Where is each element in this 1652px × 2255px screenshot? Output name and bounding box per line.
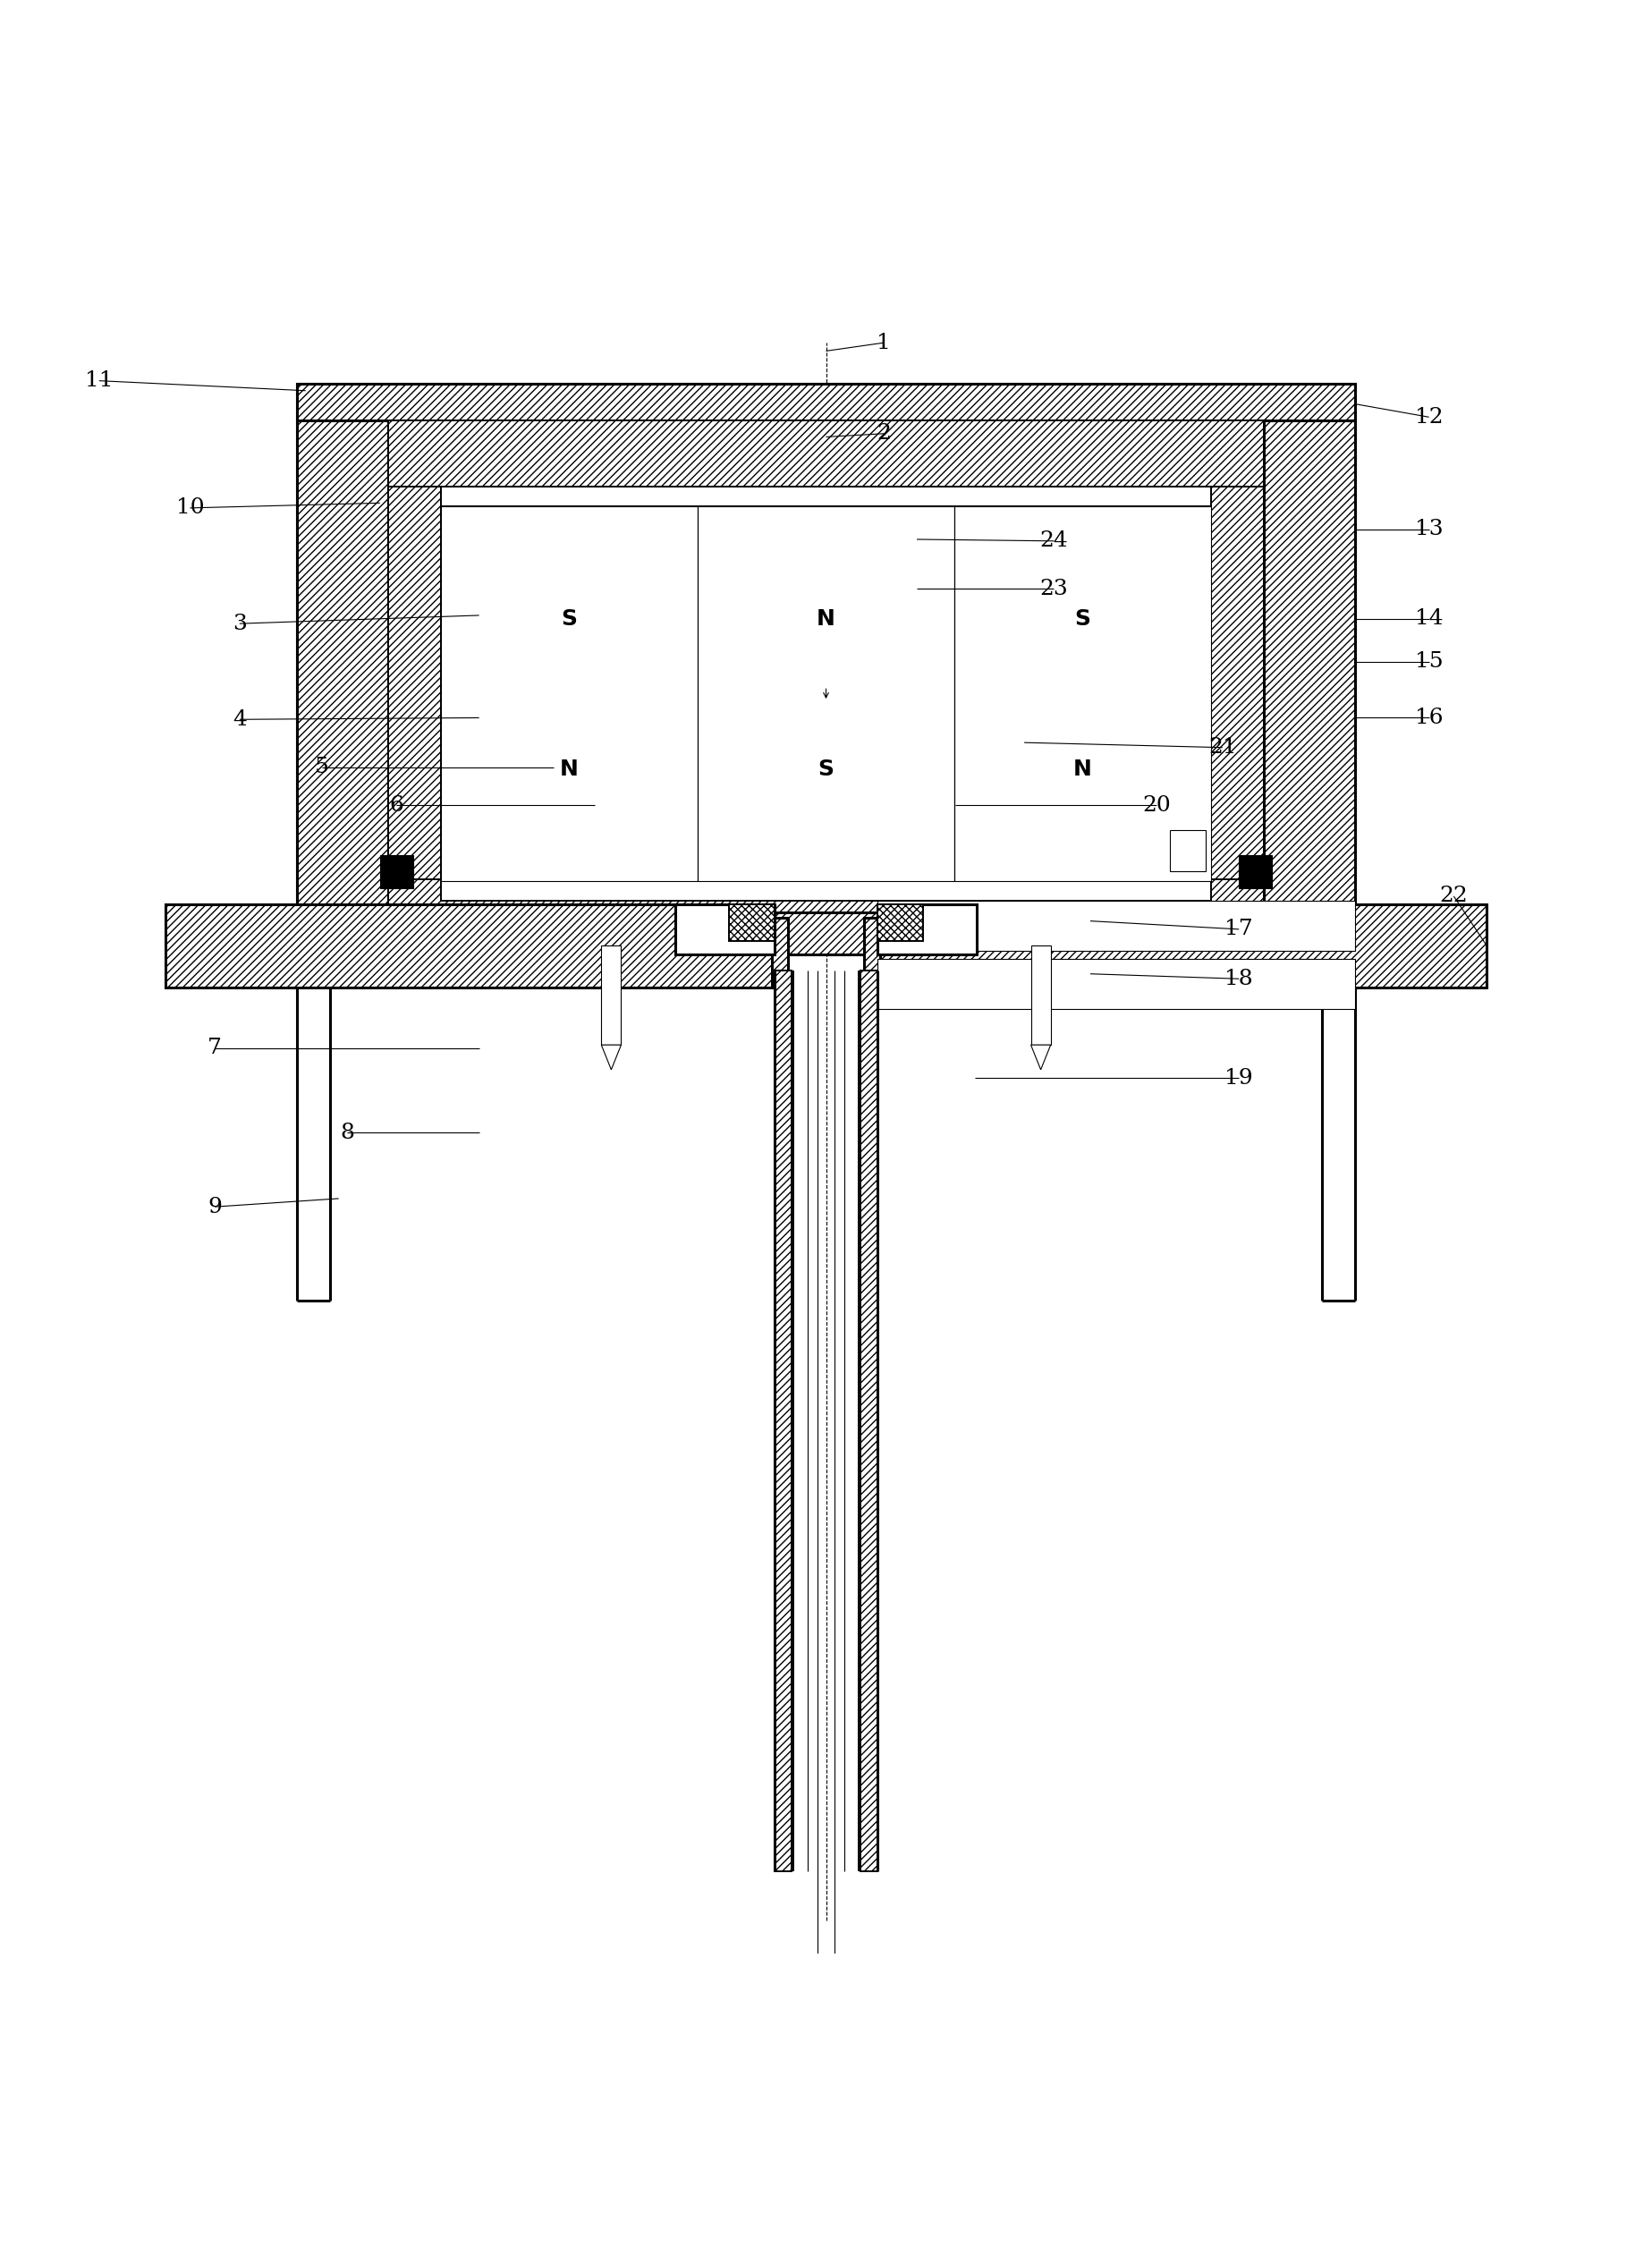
Text: 22: 22: [1439, 886, 1469, 907]
Bar: [1211, 487, 1264, 902]
Text: 11: 11: [84, 370, 114, 390]
Bar: [297, 913, 1355, 954]
Bar: [877, 902, 1355, 952]
Bar: [297, 918, 788, 970]
Text: 14: 14: [1414, 609, 1444, 629]
Text: 16: 16: [1414, 708, 1444, 728]
Text: S: S: [562, 609, 578, 629]
Bar: [441, 507, 697, 882]
Bar: [955, 507, 1211, 882]
Bar: [877, 904, 923, 940]
Polygon shape: [1031, 1044, 1051, 1069]
Text: 12: 12: [1414, 406, 1444, 428]
Text: 24: 24: [1039, 530, 1069, 550]
Bar: [297, 383, 1355, 419]
Bar: [388, 419, 1264, 487]
Bar: [861, 970, 877, 1872]
Bar: [165, 904, 771, 988]
Bar: [881, 904, 1487, 988]
Bar: [441, 487, 1211, 507]
Text: 4: 4: [233, 708, 246, 731]
Bar: [1170, 830, 1206, 870]
Text: 21: 21: [1208, 737, 1237, 758]
Text: N: N: [816, 609, 836, 629]
Bar: [1239, 855, 1272, 888]
Bar: [729, 904, 775, 940]
Bar: [388, 879, 1264, 913]
Bar: [601, 945, 621, 1044]
Text: 15: 15: [1414, 652, 1444, 672]
Text: 20: 20: [1142, 796, 1171, 816]
Bar: [775, 970, 791, 1872]
Text: 5: 5: [316, 758, 329, 778]
Bar: [1264, 419, 1355, 954]
Text: S: S: [818, 758, 834, 780]
Text: 18: 18: [1224, 970, 1254, 990]
Text: N: N: [560, 758, 578, 780]
Bar: [380, 855, 413, 888]
Text: 1: 1: [877, 331, 890, 354]
Bar: [1031, 945, 1051, 1044]
Bar: [441, 882, 1211, 902]
Bar: [697, 507, 955, 882]
Bar: [297, 383, 1355, 954]
Text: 23: 23: [1039, 580, 1069, 600]
Bar: [877, 904, 976, 954]
Text: N: N: [1074, 758, 1092, 780]
Bar: [297, 419, 388, 954]
Bar: [864, 918, 1355, 970]
Polygon shape: [601, 1044, 621, 1069]
Bar: [877, 958, 1355, 1008]
Text: 10: 10: [175, 498, 205, 519]
Text: 3: 3: [233, 613, 246, 634]
Text: S: S: [1074, 609, 1090, 629]
Text: 9: 9: [208, 1197, 221, 1218]
Text: 2: 2: [877, 424, 890, 444]
Text: 6: 6: [390, 796, 403, 816]
Text: 19: 19: [1224, 1067, 1254, 1089]
Text: 7: 7: [208, 1037, 221, 1058]
Bar: [676, 904, 775, 954]
Text: 13: 13: [1414, 519, 1444, 539]
Text: 17: 17: [1224, 920, 1254, 940]
Text: 8: 8: [340, 1123, 354, 1143]
Bar: [388, 487, 441, 902]
